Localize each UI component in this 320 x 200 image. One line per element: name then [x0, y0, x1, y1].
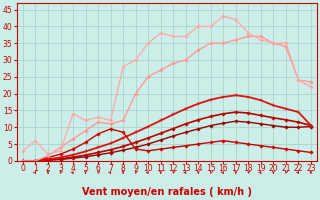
- X-axis label: Vent moyen/en rafales ( km/h ): Vent moyen/en rafales ( km/h ): [82, 187, 252, 197]
